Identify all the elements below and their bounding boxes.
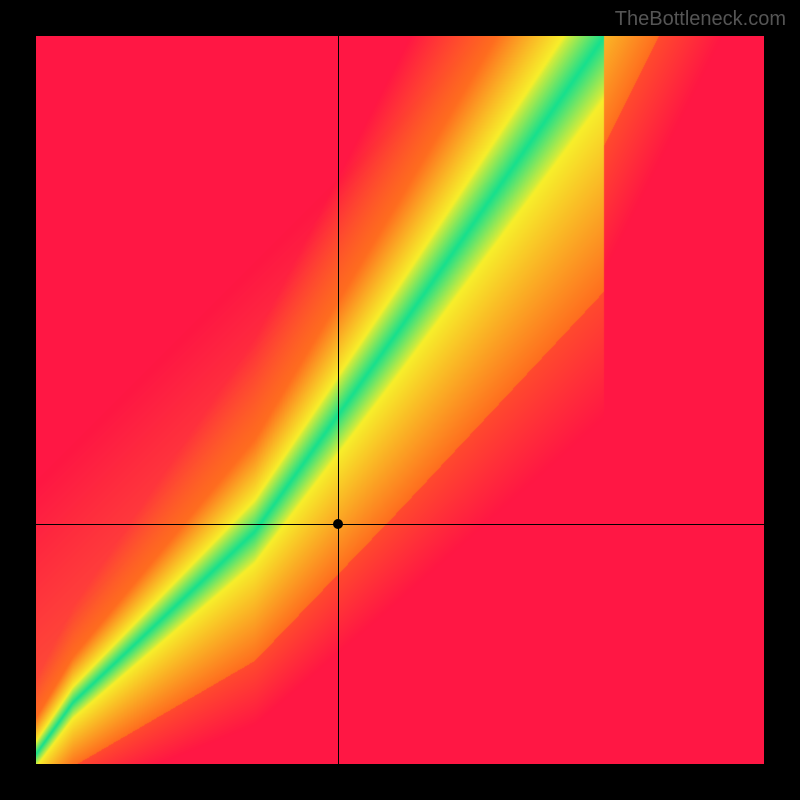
crosshair-horizontal (36, 524, 764, 525)
plot-area (36, 36, 764, 764)
data-point-marker (333, 519, 343, 529)
crosshair-vertical (338, 36, 339, 764)
heatmap-canvas (36, 36, 764, 764)
chart-container: TheBottleneck.com (0, 0, 800, 800)
watermark-text: TheBottleneck.com (615, 8, 786, 31)
